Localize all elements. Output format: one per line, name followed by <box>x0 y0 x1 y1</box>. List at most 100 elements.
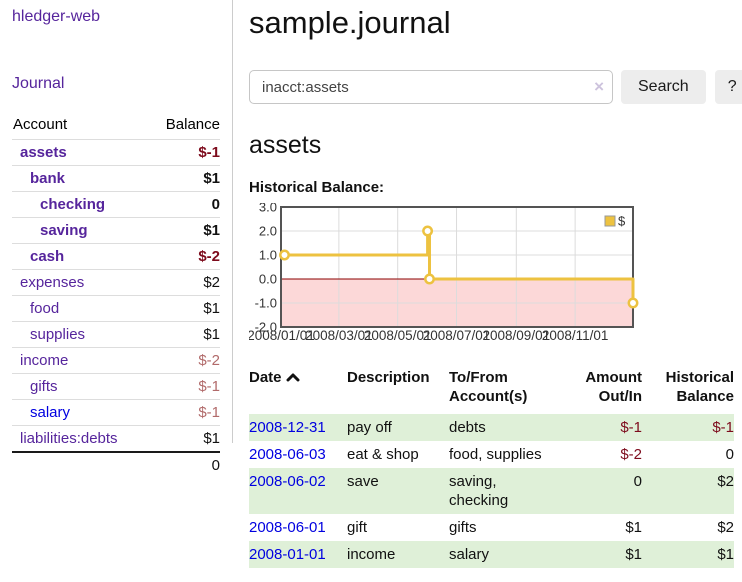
plot-border <box>280 206 634 328</box>
account-balance: $1 <box>148 165 220 192</box>
transaction-date-link[interactable]: 2008-06-03 <box>249 446 326 463</box>
account-balance: $1 <box>148 217 220 244</box>
app-brand-link[interactable]: hledger-web <box>12 8 101 25</box>
account-balance: $1 <box>148 425 220 452</box>
account-row: cash $-2 <box>12 243 220 270</box>
x-tick-label: 2008/07/01 <box>423 328 491 343</box>
account-row: food $1 <box>12 295 220 322</box>
y-tick-label: 1.0 <box>259 248 277 263</box>
register-table: Date Description To/From Account(s) Amou… <box>249 364 734 568</box>
register-header-amount: Amount Out/In <box>585 369 642 405</box>
data-point-marker <box>627 297 639 309</box>
account-row: saving $1 <box>12 217 220 244</box>
transaction-balance: $-1 <box>712 419 734 436</box>
search-form: × Search ? <box>249 70 742 104</box>
main-content: sample.journal × Search ? assets Histori… <box>233 0 742 568</box>
account-link[interactable]: checking <box>40 196 106 213</box>
transaction-date-link[interactable]: 2008-06-01 <box>249 519 326 536</box>
x-tick-label: 2008/01/01 <box>249 328 315 343</box>
transaction-accounts: salary <box>449 546 490 563</box>
account-link[interactable]: expenses <box>20 274 85 291</box>
transaction-description: save <box>347 473 379 490</box>
transaction-balance: $1 <box>717 546 734 563</box>
page-title: sample.journal <box>249 5 451 40</box>
sort-ascending-icon <box>286 373 300 382</box>
register-row: 2008-06-03 eat & shop food, supplies $-2 0 <box>249 441 734 468</box>
account-link[interactable]: bank <box>30 170 66 187</box>
account-link[interactable]: saving <box>40 222 88 239</box>
account-heading: assets <box>249 131 322 159</box>
account-link[interactable]: assets <box>20 144 67 161</box>
account-row: assets $-1 <box>12 139 220 166</box>
legend-label: $ <box>618 214 626 229</box>
sidebar: hledger-web Journal Account Balance asse… <box>0 0 233 478</box>
account-balance: $-1 <box>148 139 220 166</box>
account-link[interactable]: income <box>20 352 69 369</box>
accounts-header-balance: Balance <box>165 116 220 133</box>
account-balance: $1 <box>148 321 220 348</box>
transaction-balance: 0 <box>725 446 734 463</box>
account-link[interactable]: food <box>30 300 60 317</box>
register-header-date[interactable]: Date <box>249 364 347 414</box>
transaction-accounts: gifts <box>449 519 477 536</box>
y-tick-label: -2.0 <box>255 320 277 335</box>
account-balance: 0 <box>148 191 220 218</box>
transaction-accounts: debts <box>449 419 486 436</box>
transaction-amount: $-1 <box>620 419 642 436</box>
transaction-accounts: food, supplies <box>449 446 542 463</box>
legend-swatch <box>604 215 616 227</box>
y-tick-label: 2.0 <box>259 224 277 239</box>
search-input[interactable] <box>249 70 613 104</box>
account-row: liabilities:debts $1 <box>12 425 220 452</box>
y-tick-label: 0.0 <box>259 272 277 287</box>
register-row: 2008-06-02 save saving, checking 0 $2 <box>249 468 734 514</box>
search-button[interactable]: Search <box>621 70 706 104</box>
account-row: salary $-1 <box>12 399 220 426</box>
clear-search-icon[interactable]: × <box>594 77 604 96</box>
account-row: income $-2 <box>12 347 220 374</box>
register-tbody: 2008-12-31 pay off debts $-1 $-1 2008-06-03 ea… <box>249 414 734 568</box>
accounts-header-account: Account <box>13 116 68 133</box>
help-button[interactable]: ? <box>714 70 742 104</box>
historical-balance-chart: $3.0 2.0 1.0 0.0 -1.0 -2.02008/01/012008/03/0… <box>249 203 639 343</box>
account-link[interactable]: supplies <box>30 326 86 343</box>
account-link[interactable]: gifts <box>30 378 58 395</box>
account-link[interactable]: cash <box>30 248 65 265</box>
accounts-table: Account Balance assets $-1 bank $1 checking 0… <box>12 114 220 478</box>
transaction-date-link[interactable]: 2008-01-01 <box>249 546 326 563</box>
accounts-total-value: 0 <box>148 451 220 478</box>
account-link[interactable]: salary <box>30 404 71 421</box>
transaction-amount: $1 <box>625 519 642 536</box>
account-link[interactable]: liabilities:debts <box>20 430 118 447</box>
data-point-marker <box>424 273 435 285</box>
x-tick-label: 2008/03/01 <box>305 328 373 343</box>
transaction-balance: $2 <box>717 473 734 490</box>
register-header-balance: Historical Balance <box>665 369 734 405</box>
sidebar-item-journal[interactable]: Journal <box>12 75 65 92</box>
chart-label: Historical Balance: <box>249 179 385 196</box>
account-row: gifts $-1 <box>12 373 220 400</box>
account-row: supplies $1 <box>12 321 220 348</box>
transaction-description: eat & shop <box>347 446 419 463</box>
x-tick-label: 2008/11/01 <box>542 328 609 343</box>
account-balance: $-1 <box>148 399 220 426</box>
transaction-description: gift <box>347 519 368 536</box>
accounts-total-row: 0 <box>12 451 220 478</box>
transaction-date-link[interactable]: 2008-06-02 <box>249 473 326 490</box>
transaction-balance: $2 <box>717 519 734 536</box>
x-tick-label: 2008/09/01 <box>483 328 551 343</box>
account-balance: $-2 <box>148 347 220 374</box>
account-row: bank $1 <box>12 165 220 192</box>
account-balance: $2 <box>148 269 220 296</box>
transaction-description: pay off <box>347 419 392 436</box>
accounts-tbody: assets $-1 bank $1 checking 0 saving $1 cash $-2 e… <box>12 139 220 478</box>
transaction-description: income <box>347 546 396 563</box>
transaction-amount: $-2 <box>620 446 642 463</box>
register-row: 2008-01-01 income salary $1 $1 <box>249 541 734 568</box>
data-point-marker <box>279 249 290 261</box>
transaction-date-link[interactable]: 2008-12-31 <box>249 419 326 436</box>
y-tick-label: 3.0 <box>259 203 277 215</box>
account-row: checking 0 <box>12 191 220 218</box>
y-tick-label: -1.0 <box>255 296 277 311</box>
transaction-amount: 0 <box>633 473 642 490</box>
